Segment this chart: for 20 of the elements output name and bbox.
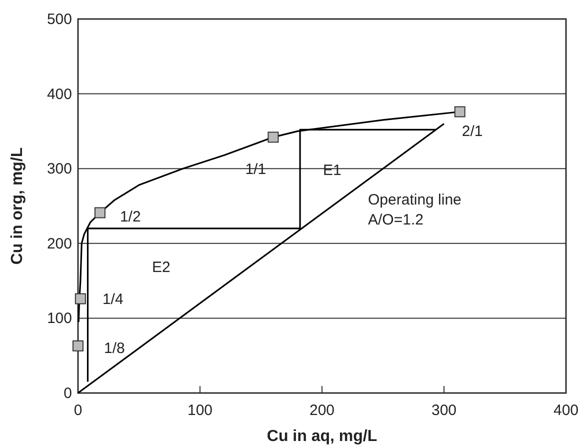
annotation: Operating line <box>368 192 462 209</box>
x-tick-label: 100 <box>187 402 213 419</box>
x-tick-label: 0 <box>74 402 82 419</box>
annotation: 1/4 <box>102 290 124 308</box>
x-axis-title: Cu in aq, mg/L <box>266 428 378 445</box>
y-tick-label: 0 <box>64 385 72 402</box>
x-tick-label: 400 <box>553 402 578 419</box>
y-tick-label: 500 <box>46 11 72 28</box>
annotation: A/O=1.2 <box>368 212 424 229</box>
y-tick-label: 300 <box>46 160 72 178</box>
x-tick-label: 200 <box>309 402 335 419</box>
x-tick-label: 300 <box>431 402 457 419</box>
annotation: 1/2 <box>120 208 141 226</box>
annotation: 1/8 <box>104 340 125 357</box>
y-axis-title: Cu in org, mg/L <box>9 147 26 265</box>
annotation: 2/1 <box>462 122 483 140</box>
annotation: E2 <box>152 259 170 276</box>
y-tick-label: 200 <box>46 235 72 252</box>
y-tick-label: 100 <box>46 310 72 328</box>
y-tick-label: 400 <box>46 86 72 103</box>
